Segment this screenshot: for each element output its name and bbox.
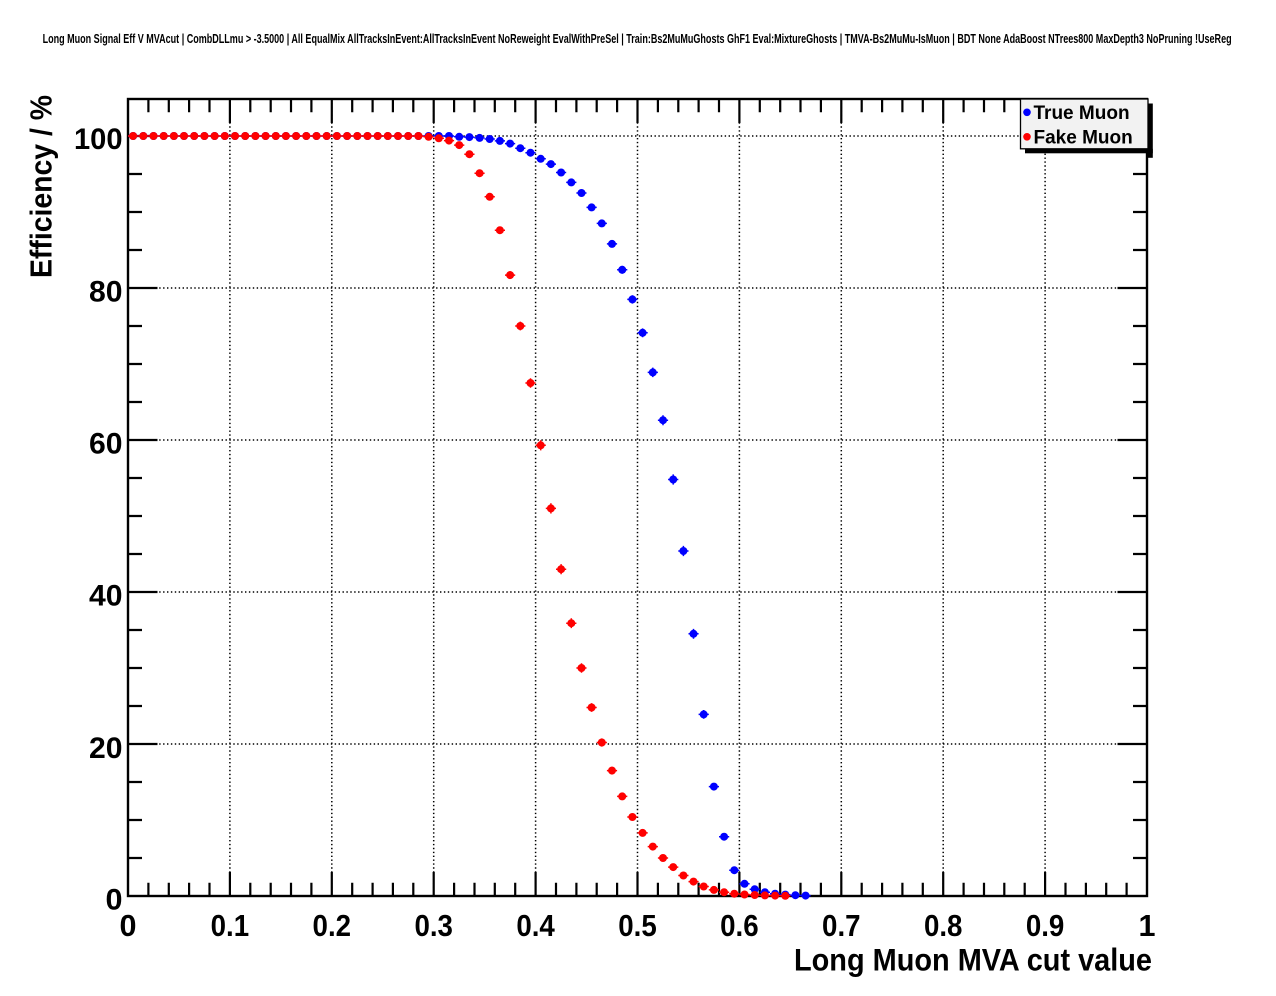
svg-text:Long Muon MVA cut value: Long Muon MVA cut value: [794, 941, 1152, 977]
svg-text:60: 60: [89, 428, 123, 461]
svg-text:0.4: 0.4: [516, 908, 555, 943]
svg-text:0: 0: [106, 884, 123, 917]
svg-text:0.6: 0.6: [720, 908, 759, 943]
svg-text:0.1: 0.1: [211, 908, 250, 943]
svg-text:0.9: 0.9: [1026, 908, 1065, 943]
svg-text:20: 20: [89, 732, 123, 765]
svg-text:Efficiency / %: Efficiency / %: [23, 95, 58, 278]
svg-text:80: 80: [89, 275, 123, 308]
svg-text:0.7: 0.7: [822, 908, 861, 943]
svg-text:Fake Muon: Fake Muon: [1034, 128, 1133, 149]
svg-text:0.8: 0.8: [924, 908, 963, 943]
svg-text:0.2: 0.2: [313, 908, 352, 943]
svg-text:40: 40: [89, 580, 123, 613]
svg-text:0.5: 0.5: [618, 908, 657, 943]
svg-text:Long Muon Signal Eff V MVAcut: Long Muon Signal Eff V MVAcut | CombDLLm…: [43, 32, 1232, 46]
svg-text:0: 0: [120, 908, 137, 943]
svg-text:100: 100: [74, 123, 123, 156]
svg-text:True Muon: True Muon: [1034, 103, 1130, 124]
svg-text:0.3: 0.3: [414, 908, 453, 943]
svg-text:1: 1: [1139, 908, 1156, 943]
